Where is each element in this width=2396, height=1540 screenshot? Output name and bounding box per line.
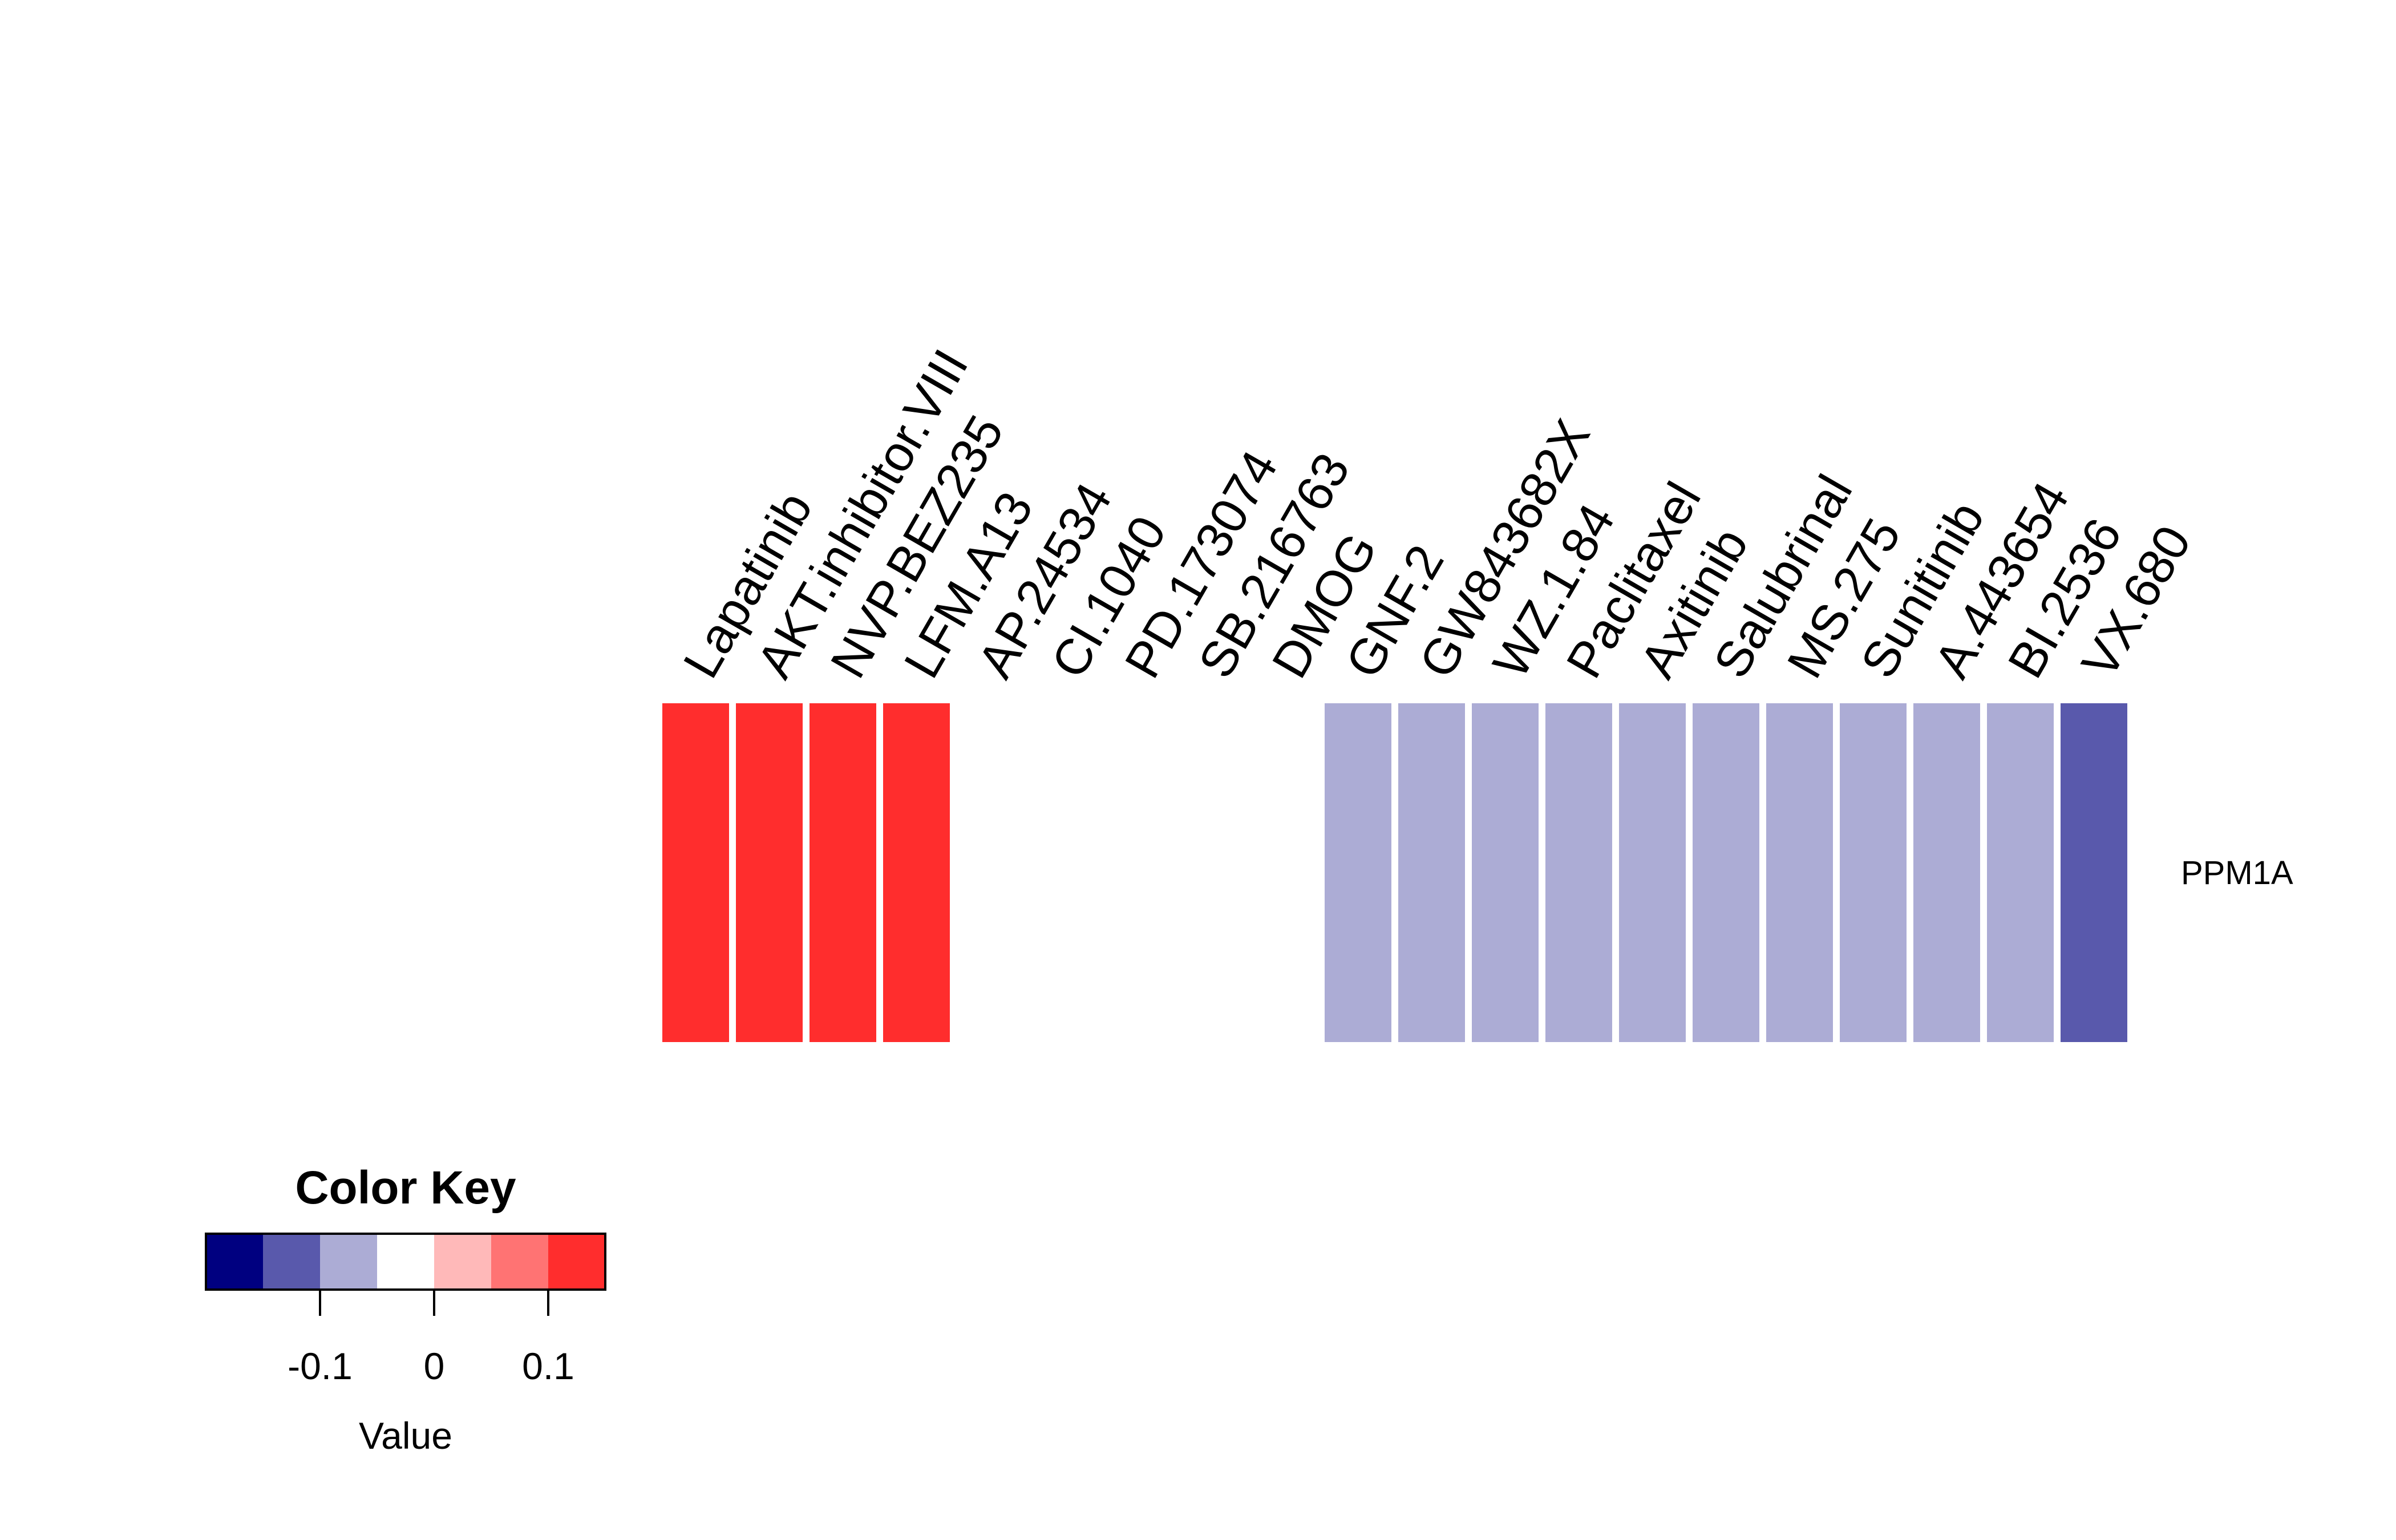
heatmap-cell-salubrinal — [1693, 703, 1759, 1042]
color-key-title: Color Key — [295, 1162, 516, 1214]
row-labels: PPM1A — [2181, 854, 2293, 891]
heatmap-cell-ci-1040 — [1030, 703, 1097, 1042]
color-key-bin — [434, 1234, 492, 1290]
row-label: PPM1A — [2181, 854, 2293, 891]
heatmap-cell-paclitaxel — [1545, 703, 1612, 1042]
color-key-bin — [206, 1234, 264, 1290]
heatmap-cell-akt-inhibitor-viii — [736, 703, 803, 1042]
heatmap-cell-vx-680 — [2061, 703, 2127, 1042]
heatmap-cell-gw843682x — [1398, 703, 1465, 1042]
heatmap-cell-ms-275 — [1766, 703, 1833, 1042]
heatmap-cells — [662, 703, 2127, 1042]
color-key-tick-label: -0.1 — [288, 1345, 353, 1387]
color-key-bar — [206, 1234, 606, 1290]
heatmap-cell-a-443654 — [1913, 703, 1980, 1042]
color-key: Color Key -0.1 0 0.1 Value — [205, 1162, 606, 1457]
color-key-axis: -0.1 0 0.1 — [288, 1290, 574, 1387]
color-key-frame — [205, 1233, 606, 1291]
heatmap-cell-dmog — [1251, 703, 1318, 1042]
color-key-tick-label: 0 — [424, 1345, 445, 1387]
heatmap-cell-wz-1-84 — [1472, 703, 1539, 1042]
heatmap-cell-sb-216763 — [1177, 703, 1244, 1042]
heatmap-cell-bi-2536 — [1987, 703, 2054, 1042]
color-key-bin — [377, 1234, 435, 1290]
color-key-bin — [263, 1234, 321, 1290]
heatmap-cell-lapatinib — [662, 703, 729, 1042]
heatmap-cell-pd-173074 — [1104, 703, 1171, 1042]
heatmap-cell-ap-24534 — [957, 703, 1023, 1042]
color-key-bin — [320, 1234, 378, 1290]
color-key-tick-label: 0.1 — [522, 1345, 574, 1387]
color-key-bin — [548, 1234, 606, 1290]
heatmap-cell-nvp-bez235 — [810, 703, 876, 1042]
heatmap-cell-axitinib — [1619, 703, 1686, 1042]
color-key-bin — [491, 1234, 549, 1290]
column-labels: LapatinibAKT.inhibitor.VIIINVP.BEZ235LFM… — [672, 340, 2201, 687]
heatmap-cell-gnf-2 — [1325, 703, 1391, 1042]
heatmap-cell-sunitinib — [1840, 703, 1907, 1042]
heatmap-cell-lfm-a13 — [883, 703, 950, 1042]
color-key-axis-label: Value — [359, 1415, 452, 1457]
